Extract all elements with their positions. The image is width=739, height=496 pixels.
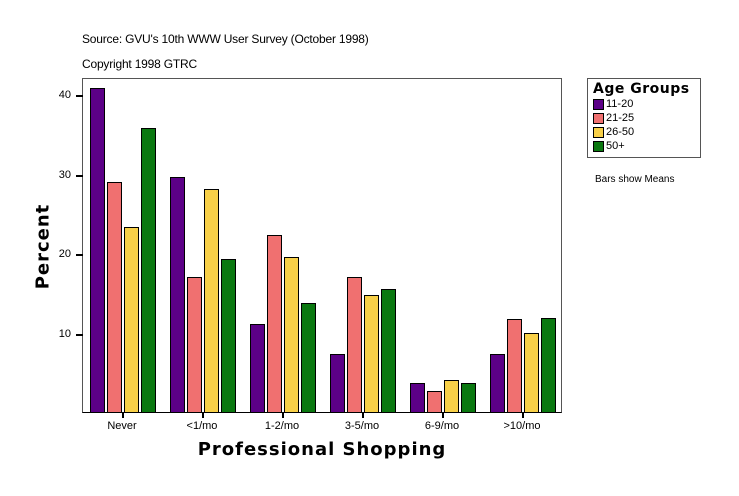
bar-11-20-1-2/mo: [250, 323, 265, 412]
y-tick: [76, 333, 83, 336]
legend-swatch-icon: [593, 140, 604, 152]
bar-21-25-6-9/mo: [427, 391, 442, 412]
legend-label: 21-25: [606, 112, 635, 124]
legend-item: 26-50: [593, 125, 700, 139]
x-tick: [122, 412, 124, 418]
y-tick-label: 10: [58, 327, 71, 340]
y-tick: [76, 254, 83, 256]
bar-26-50-3-5/mo: [364, 295, 379, 412]
plot-area: 10 20 30 40: [59, 78, 562, 418]
bar-50+-Never: [141, 128, 156, 412]
x-tick-label: 3-5/mo: [344, 420, 380, 432]
bar-26-50-6-9/mo: [444, 380, 459, 412]
legend-item: 11-20: [593, 97, 700, 111]
bar-26-50-<1/mo: [204, 188, 219, 412]
bar-21-25-Never: [107, 182, 122, 412]
bar-21-25-<1/mo: [187, 276, 202, 412]
y-tick-label: 40: [58, 89, 71, 101]
legend: Age Groups 11-20 21-25 26-50 50+: [587, 78, 701, 158]
x-tick-label: <1/mo: [186, 420, 218, 432]
y-axis-title: Percent: [32, 203, 54, 290]
bar-11-20-6-9/mo: [410, 382, 425, 412]
bar-50+-<1/mo: [221, 259, 236, 412]
legend-swatch-icon: [593, 112, 604, 124]
legend-label: 26-50: [606, 126, 635, 138]
x-tick-label: 6-9/mo: [424, 420, 460, 432]
bar-11-20-Never: [90, 88, 105, 412]
bar-11-20-<1/mo: [170, 177, 185, 412]
bar-11-20-3-5/mo: [330, 353, 345, 412]
x-tick: [282, 412, 284, 418]
x-tick-label: 1-2/mo: [264, 420, 300, 432]
x-tick: [362, 412, 364, 418]
means-note: Bars show Means: [595, 174, 675, 185]
bar-21-25-1-2/mo: [267, 234, 282, 412]
x-tick: [202, 412, 204, 418]
legend-swatch-icon: [593, 98, 604, 110]
x-tick: [442, 412, 444, 418]
x-tick-label: Never: [107, 420, 137, 432]
copyright-text: Copyright 1998 GTRC: [82, 57, 197, 71]
y-tick: [76, 174, 83, 177]
y-tick-label: 20: [58, 248, 71, 260]
legend-item: 50+: [593, 139, 700, 153]
bar-50+-3-5/mo: [381, 288, 396, 412]
legend-label: 50+: [606, 140, 625, 152]
x-tick-label: >10/mo: [503, 420, 541, 432]
bar-50+-6-9/mo: [461, 382, 476, 412]
x-axis-title: Professional Shopping: [197, 439, 447, 460]
y-tick-label: 30: [58, 168, 71, 181]
bar-26-50->10/mo: [524, 332, 539, 412]
y-tick: [76, 95, 83, 97]
legend-swatch-icon: [593, 126, 604, 138]
bar-50+->10/mo: [541, 318, 556, 412]
bar-26-50-Never: [124, 226, 139, 412]
bar-26-50-1-2/mo: [284, 256, 299, 412]
bar-21-25->10/mo: [507, 319, 522, 412]
x-tick: [522, 412, 524, 418]
legend-label: 11-20: [606, 98, 634, 110]
legend-item: 21-25: [593, 111, 700, 125]
bar-50+-1-2/mo: [301, 303, 316, 412]
bar-21-25-3-5/mo: [347, 276, 362, 412]
bar-11-20->10/mo: [490, 353, 505, 412]
legend-title: Age Groups: [593, 81, 690, 97]
source-text: Source: GVU's 10th WWW User Survey (Octo…: [82, 32, 369, 46]
